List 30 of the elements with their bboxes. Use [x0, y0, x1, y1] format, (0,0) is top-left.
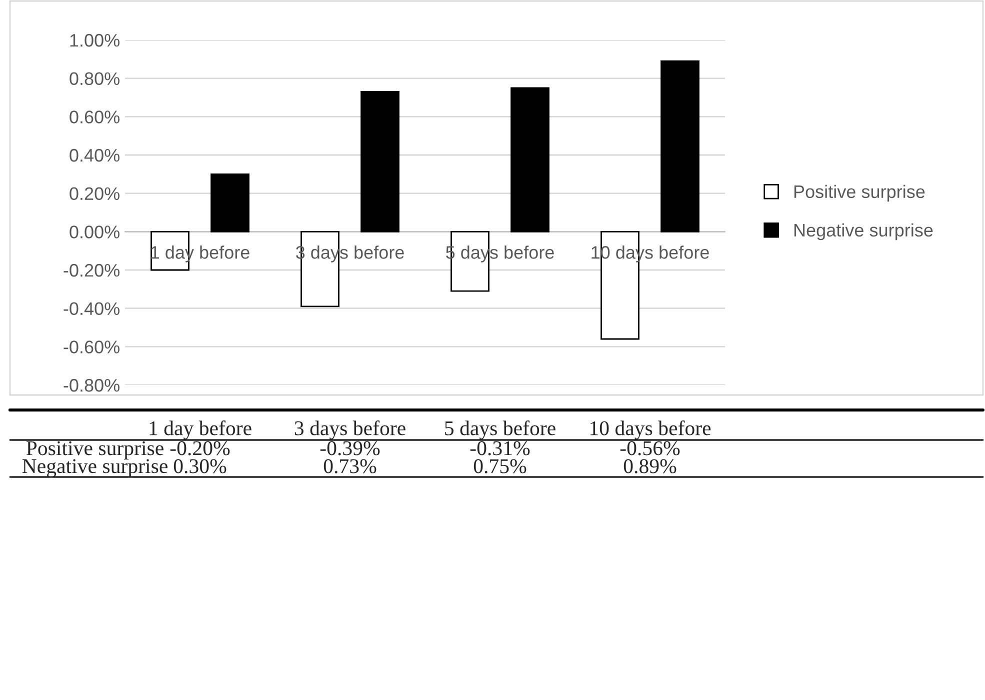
y-tick-label: -0.40%: [64, 302, 120, 316]
y-tick-label: 0.60%: [70, 110, 120, 124]
x-tick-label: 10 days before: [590, 420, 711, 440]
data-label: 0.30%: [174, 459, 226, 474]
y-tick-label: 0.80%: [70, 72, 120, 86]
bar: [360, 91, 400, 232]
data-label: -0.39%: [320, 441, 380, 456]
y-tick-label: 0.20%: [70, 187, 120, 200]
x-tick-label: 1 day before: [150, 420, 252, 440]
data-label: 0.89%: [624, 459, 676, 474]
y-tick-label: -0.20%: [64, 264, 120, 277]
data-label: 0.75%: [474, 459, 526, 474]
y-tick-label: -0.60%: [64, 340, 120, 354]
data-label: -0.20%: [170, 441, 230, 456]
bar: [210, 173, 250, 232]
text: Negative surprise: [22, 459, 168, 478]
bar: [510, 87, 550, 232]
legend-label: Negative surprise: [794, 223, 933, 240]
y-tick-label: 0.00%: [70, 226, 120, 238]
x-tick-label: 5 days before: [445, 420, 556, 440]
data-label: -0.56%: [620, 441, 680, 456]
data-label: 0.73%: [324, 459, 376, 474]
bar: [660, 60, 700, 232]
legend-label: Positive surprise: [794, 184, 925, 202]
y-tick-label: 0.40%: [70, 148, 120, 162]
y-tick-label: -0.80%: [64, 378, 120, 392]
data-label: -0.31%: [470, 441, 530, 456]
x-tick-label: 3 days before: [294, 420, 406, 440]
y-tick-label: 1.00%: [70, 34, 120, 47]
text: Positive surprise: [26, 441, 164, 460]
